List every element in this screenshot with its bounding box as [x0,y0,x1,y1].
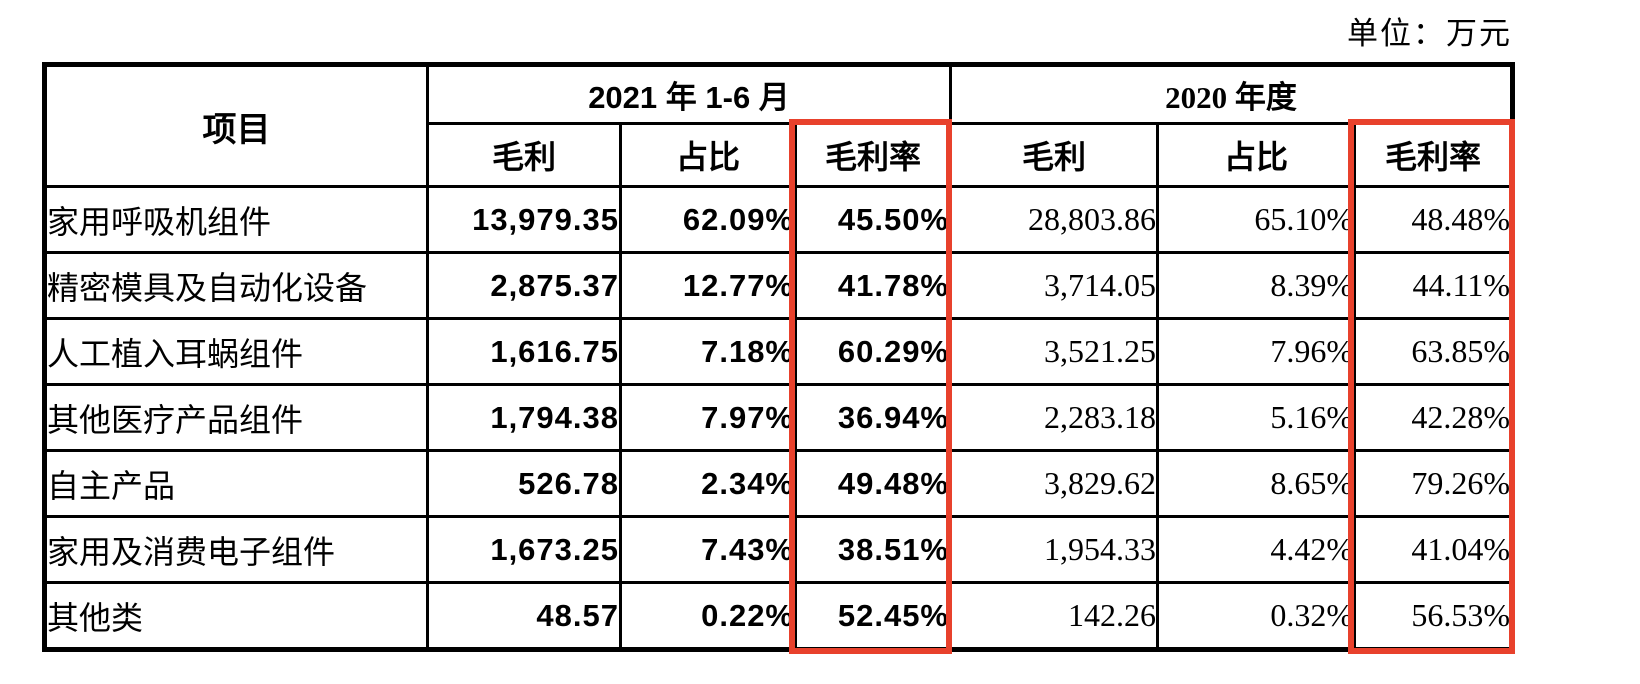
table-row: 自主产品 526.78 2.34% 49.48% 3,829.62 8.65% … [43,449,1514,518]
row-item-label: 人工植入耳蜗组件 [43,317,429,386]
cell-2020-proportion: 8.39% [1156,251,1356,320]
cell-2021-gross-margin: 49.48% [794,449,952,518]
column-group-2021: 2021 年 1-6 月 [426,63,952,125]
cell-2021-gross-profit: 526.78 [426,449,622,518]
row-item-label: 家用呼吸机组件 [43,185,429,254]
cell-2021-gross-margin: 52.45% [794,581,952,651]
table-row: 其他医疗产品组件 1,794.38 7.97% 36.94% 2,283.18 … [43,383,1514,452]
row-item-label: 家用及消费电子组件 [43,515,429,584]
cell-2021-gross-profit: 1,673.25 [426,515,622,584]
cell-2020-gross-margin: 41.04% [1353,515,1514,584]
column-header-2021-proportion: 占比 [619,122,797,188]
table-row: 精密模具及自动化设备 2,875.37 12.77% 41.78% 3,714.… [43,251,1514,320]
cell-2021-gross-profit: 48.57 [426,581,622,651]
cell-2020-gross-profit: 2,283.18 [949,383,1159,452]
cell-2021-proportion: 2.34% [619,449,797,518]
table-row: 家用及消费电子组件 1,673.25 7.43% 38.51% 1,954.33… [43,515,1514,584]
cell-2021-gross-margin: 45.50% [794,185,952,254]
cell-2020-gross-margin: 42.28% [1353,383,1514,452]
cell-2020-proportion: 8.65% [1156,449,1356,518]
cell-2020-gross-margin: 44.11% [1353,251,1514,320]
cell-2020-gross-profit: 3,829.62 [949,449,1159,518]
cell-2021-proportion: 0.22% [619,581,797,651]
cell-2020-gross-profit: 28,803.86 [949,185,1159,254]
table-body: 家用呼吸机组件 13,979.35 62.09% 45.50% 28,803.8… [43,185,1514,651]
cell-2020-gross-margin: 79.26% [1353,449,1514,518]
cell-2020-proportion: 4.42% [1156,515,1356,584]
column-header-item: 项目 [43,63,429,188]
row-item-label: 精密模具及自动化设备 [43,251,429,320]
cell-2020-gross-margin: 63.85% [1353,317,1514,386]
column-header-2021-gross-profit: 毛利 [426,122,622,188]
row-item-label: 自主产品 [43,449,429,518]
cell-2021-gross-profit: 2,875.37 [426,251,622,320]
cell-2020-proportion: 0.32% [1156,581,1356,651]
cell-2021-proportion: 62.09% [619,185,797,254]
cell-2020-proportion: 7.96% [1156,317,1356,386]
column-header-2020-gross-margin: 毛利率 [1353,122,1514,188]
table-row: 人工植入耳蜗组件 1,616.75 7.18% 60.29% 3,521.25 … [43,317,1514,386]
table-row: 家用呼吸机组件 13,979.35 62.09% 45.50% 28,803.8… [43,185,1514,254]
cell-2020-gross-profit: 3,521.25 [949,317,1159,386]
cell-2021-gross-profit: 1,794.38 [426,383,622,452]
cell-2021-gross-margin: 38.51% [794,515,952,584]
cell-2021-gross-profit: 13,979.35 [426,185,622,254]
cell-2021-gross-margin: 60.29% [794,317,952,386]
unit-label: 单位：万元 [1347,16,1512,51]
column-header-2020-proportion: 占比 [1156,122,1356,188]
cell-2021-proportion: 7.43% [619,515,797,584]
cell-2020-gross-profit: 142.26 [949,581,1159,651]
cell-2021-gross-margin: 41.78% [794,251,952,320]
cell-2020-proportion: 5.16% [1156,383,1356,452]
cell-2020-gross-margin: 48.48% [1353,185,1514,254]
cell-2021-proportion: 7.97% [619,383,797,452]
cell-2021-proportion: 12.77% [619,251,797,320]
header-row-metrics: 毛利 占比 毛利率 毛利 占比 毛利率 [45,122,1514,188]
gross-profit-table: 项目 2021 年 1-6 月 2020 年度 毛利 占比 毛利率 毛利 占比 … [42,62,1515,652]
cell-2020-gross-margin: 56.53% [1353,581,1514,651]
row-item-label: 其他医疗产品组件 [43,383,429,452]
column-header-2021-gross-margin: 毛利率 [794,122,952,188]
cell-2020-proportion: 65.10% [1156,185,1356,254]
table-header: 项目 2021 年 1-6 月 2020 年度 毛利 占比 毛利率 毛利 占比 … [43,63,1514,188]
cell-2021-gross-margin: 36.94% [794,383,952,452]
table-row: 其他类 48.57 0.22% 52.45% 142.26 0.32% 56.5… [43,581,1514,651]
column-header-2020-gross-profit: 毛利 [949,122,1159,188]
header-row-periods: 项目 2021 年 1-6 月 2020 年度 [43,63,1514,188]
cell-2021-proportion: 7.18% [619,317,797,386]
row-item-label: 其他类 [43,581,429,651]
cell-2020-gross-profit: 1,954.33 [949,515,1159,584]
cell-2020-gross-profit: 3,714.05 [949,251,1159,320]
cell-2021-gross-profit: 1,616.75 [426,317,622,386]
column-group-2020: 2020 年度 [949,63,1514,125]
